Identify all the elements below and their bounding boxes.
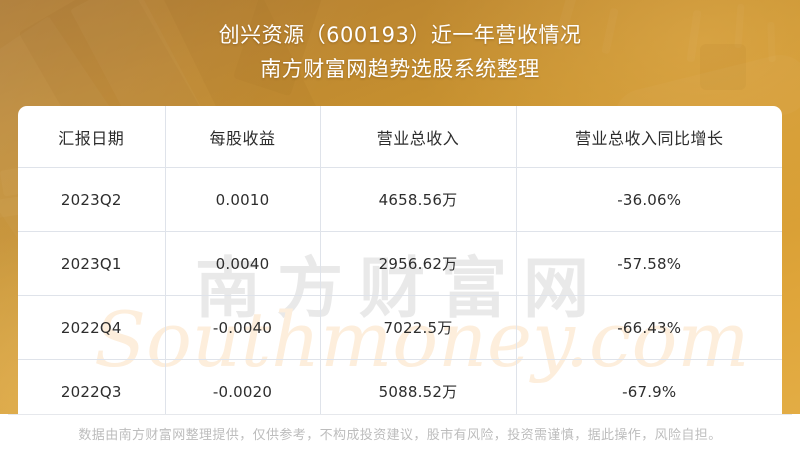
cell-yoy-growth: -66.43% [516,295,782,360]
cell-eps: -0.0020 [165,359,321,414]
footer-divider [8,414,792,415]
table-row[interactable]: 2022Q3 -0.0020 5088.52万 -67.9% [18,359,782,414]
cell-yoy-growth: -57.58% [516,231,782,296]
column-header-revenue[interactable]: 营业总收入 [320,106,517,168]
table-row[interactable]: 2022Q4 -0.0040 7022.5万 -66.43% [18,295,782,360]
cell-total-revenue: 4658.56万 [320,167,517,232]
cell-total-revenue: 7022.5万 [320,295,517,360]
page-subtitle: 南方财富网趋势选股系统整理 [260,57,540,81]
column-header-report-date[interactable]: 汇报日期 [18,106,166,168]
footer-disclaimer: 数据由南方财富网整理提供，仅供参考，不构成投资建议，股市有风险，投资需谨慎，据此… [78,428,722,443]
banner-texture [18,0,746,198]
footer: 数据由南方财富网整理提供，仅供参考，不构成投资建议，股市有风险，投资需谨慎，据此… [0,414,800,460]
table-body: 2023Q2 0.0010 4658.56万 -36.06% 2023Q1 0.… [18,167,782,414]
cell-report-date: 2022Q3 [18,359,166,414]
cell-eps: 0.0040 [165,231,321,296]
cell-total-revenue: 2956.62万 [320,231,517,296]
cell-yoy-growth: -36.06% [516,167,782,232]
page-title: 创兴资源（600193）近一年营收情况 [218,23,582,47]
header-titles: 创兴资源（600193）近一年营收情况 南方财富网趋势选股系统整理 [0,18,800,86]
column-header-yoy-growth[interactable]: 营业总收入同比增长 [516,106,782,168]
cell-report-date: 2022Q4 [18,295,166,360]
column-header-eps[interactable]: 每股收益 [165,106,321,168]
texture-gauge-icon [700,44,746,90]
cell-report-date: 2023Q2 [18,167,166,232]
cell-report-date: 2023Q1 [18,231,166,296]
cell-eps: -0.0040 [165,295,321,360]
financial-data-table: 汇报日期 每股收益 营业总收入 营业总收入同比增长 2023Q2 0.0010 … [18,106,782,414]
cell-total-revenue: 5088.52万 [320,359,517,414]
cell-eps: 0.0010 [165,167,321,232]
table-header-row: 汇报日期 每股收益 营业总收入 营业总收入同比增长 [18,106,782,168]
table-row[interactable]: 2023Q2 0.0010 4658.56万 -36.06% [18,167,782,232]
cell-yoy-growth: -67.9% [622,382,677,401]
table-head: 汇报日期 每股收益 营业总收入 营业总收入同比增长 [18,106,782,168]
table-row[interactable]: 2023Q1 0.0040 2956.62万 -57.58% [18,231,782,296]
data-table-card: 南方财富网 Southmoney.com 汇报日期 每股收益 营业总收入 营业总… [18,106,782,414]
